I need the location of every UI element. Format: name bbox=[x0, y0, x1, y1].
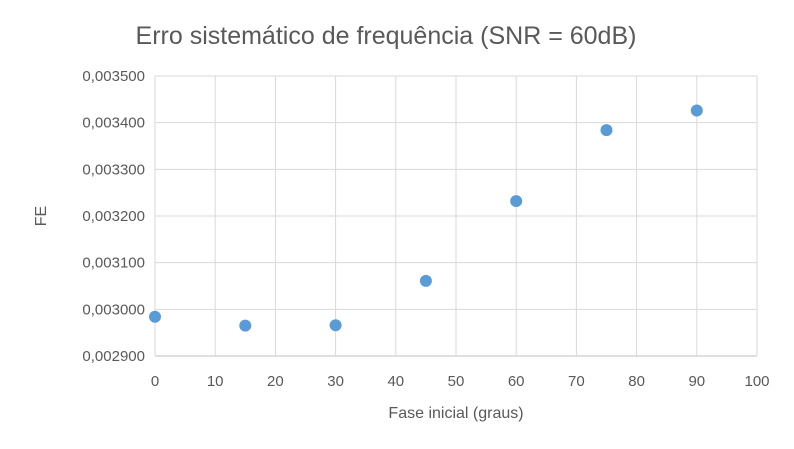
data-point bbox=[329, 319, 342, 332]
x-tick-label: 50 bbox=[448, 373, 465, 390]
y-tick-label: 0,003000 bbox=[82, 301, 145, 318]
y-tick-label: 0,003400 bbox=[82, 115, 145, 132]
x-tick-label: 100 bbox=[744, 373, 769, 390]
y-tick-label: 0,003100 bbox=[82, 255, 145, 272]
y-tick-label: 0,003200 bbox=[82, 208, 145, 225]
gridlines bbox=[154, 75, 758, 357]
data-point bbox=[149, 310, 161, 323]
x-tick-label: 90 bbox=[688, 373, 705, 390]
data-point bbox=[419, 274, 432, 287]
data-points bbox=[149, 104, 703, 332]
tick-labels: 0,002900 0,003000 0,003100 0,003200 0,003300… bbox=[82, 68, 769, 390]
chart-title: Erro sistemático de frequência (SNR = 60… bbox=[136, 22, 637, 50]
y-tick-label: 0,002900 bbox=[82, 348, 145, 365]
data-point bbox=[690, 104, 703, 117]
x-tick-label: 30 bbox=[327, 373, 344, 390]
x-tick-label: 40 bbox=[387, 373, 404, 390]
data-point bbox=[510, 195, 523, 208]
data-point bbox=[600, 124, 613, 137]
x-tick-label: 80 bbox=[628, 373, 645, 390]
x-tick-label: 70 bbox=[568, 373, 585, 390]
x-tick-label: 10 bbox=[207, 373, 224, 390]
x-axis-title: Fase inicial (graus) bbox=[388, 405, 523, 422]
y-tick-label: 0,003300 bbox=[82, 161, 145, 178]
x-tick-label: 60 bbox=[508, 373, 525, 390]
y-axis-title: FE bbox=[33, 206, 50, 226]
y-tick-label: 0,003500 bbox=[82, 68, 145, 85]
x-tick-label: 0 bbox=[151, 373, 159, 390]
x-tick-label: 20 bbox=[267, 373, 284, 390]
data-point bbox=[239, 319, 252, 332]
